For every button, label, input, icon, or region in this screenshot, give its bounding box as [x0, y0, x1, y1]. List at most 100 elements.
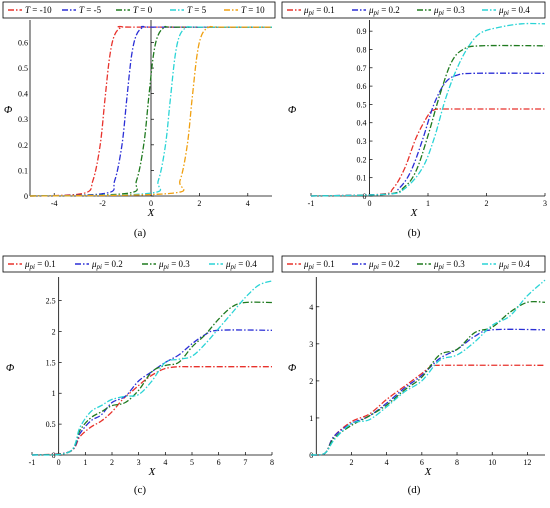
legend-entry: T = 10 [241, 5, 265, 15]
y-tick-label: 0.4 [357, 119, 367, 128]
y-tick-label: 0 [24, 192, 28, 201]
x-axis-label: X [147, 207, 156, 219]
x-tick-label: 5 [190, 458, 194, 467]
legend-entry: μpi = 0.4 [225, 259, 257, 271]
series-line [310, 300, 546, 456]
x-tick-label: -1 [308, 199, 315, 208]
y-axis-label: Φ [6, 362, 15, 374]
legend-entry: μpi = 0.2 [368, 259, 400, 271]
series-line [310, 364, 546, 456]
y-tick-label: 0.2 [357, 155, 367, 164]
x-axis-label: X [424, 466, 433, 478]
panel-caption: (a) [134, 227, 147, 239]
y-tick-label: 0.1 [18, 166, 28, 175]
x-tick-label: 7 [243, 458, 247, 467]
y-tick-label: 1.5 [46, 358, 56, 367]
y-tick-label: 2 [52, 327, 56, 336]
x-axis-label: X [410, 207, 419, 219]
legend-entry: μpi = 0.3 [158, 259, 190, 271]
series-line [29, 25, 272, 197]
series-line [310, 44, 546, 197]
legend-entry: μpi = 0.4 [498, 5, 530, 17]
x-tick-label: 1 [426, 199, 430, 208]
legend-box [281, 1, 546, 19]
x-tick-label: -1 [29, 458, 36, 467]
legend-entry: μpi = 0.3 [433, 259, 465, 271]
y-tick-label: 0.5 [46, 420, 56, 429]
legend-entry: μpi = 0.1 [24, 259, 56, 271]
x-tick-label: 4 [246, 199, 250, 208]
y-tick-label: 0.2 [18, 141, 28, 150]
x-tick-label: 0 [57, 458, 61, 467]
y-tick-label: 3 [309, 340, 313, 349]
series-line [310, 279, 546, 456]
legend-entry: μpi = 0.1 [303, 259, 335, 271]
legend-entry: μpi = 0.1 [303, 5, 335, 17]
y-tick-label: 0 [363, 192, 367, 201]
y-tick-label: 0.5 [18, 64, 28, 73]
series-line [29, 25, 272, 197]
legend-box [281, 255, 546, 273]
x-tick-label: 6 [420, 458, 424, 467]
x-tick-label: 0 [368, 199, 372, 208]
y-tick-label: 0.3 [357, 137, 367, 146]
x-tick-label: 6 [217, 458, 221, 467]
legend-entry: T = 5 [187, 5, 207, 15]
y-tick-label: 2.5 [46, 297, 56, 306]
y-tick-label: 0.8 [357, 45, 367, 54]
y-tick-label: 1 [52, 389, 56, 398]
series-line [31, 329, 273, 456]
y-tick-label: 0.4 [18, 90, 28, 99]
x-tick-label: 3 [137, 458, 141, 467]
y-tick-label: 0.6 [357, 82, 367, 91]
y-tick-label: 0.1 [357, 174, 367, 183]
legend-box [2, 1, 276, 19]
x-tick-label: -4 [51, 199, 58, 208]
x-axis-label: X [148, 466, 157, 478]
x-tick-label: 4 [385, 458, 389, 467]
y-axis-label: Φ [4, 104, 13, 116]
series-line [29, 25, 272, 197]
x-tick-label: 2 [197, 199, 201, 208]
y-tick-label: 0.5 [357, 100, 367, 109]
series-line [29, 25, 272, 197]
y-tick-label: 0.6 [18, 38, 28, 47]
series-line [31, 280, 273, 456]
y-tick-label: 1 [309, 414, 313, 423]
panel-caption: (c) [134, 484, 147, 496]
x-tick-label: 3 [543, 199, 547, 208]
y-tick-label: 4 [309, 303, 313, 312]
y-tick-label: 0.3 [18, 115, 28, 124]
chart-panel-d: μpi = 0.1 μpi = 0.2 μpi = 0.3 μpi = 0.4 2 4 6 8… [281, 255, 546, 496]
legend-box [2, 255, 274, 273]
y-tick-label: 0.7 [357, 64, 367, 73]
chart-panel-b: μpi = 0.1 μpi = 0.2 μpi = 0.3 μpi = 0.4 -1 0 1… [281, 1, 547, 239]
series-line [31, 301, 273, 456]
y-axis-label: Φ [288, 362, 297, 374]
legend-entry: μpi = 0.2 [368, 5, 400, 17]
x-tick-label: -2 [99, 199, 106, 208]
legend-entry: T = 0 [133, 5, 153, 15]
y-tick-label: 0 [52, 451, 56, 460]
x-tick-label: 0 [149, 199, 153, 208]
x-tick-label: 8 [270, 458, 274, 467]
legend-entry: μpi = 0.4 [498, 259, 530, 271]
legend-entry: T = -10 [25, 5, 52, 15]
x-tick-label: 10 [488, 458, 496, 467]
chart-panel-c: μpi = 0.1 μpi = 0.2 μpi = 0.3 μpi = 0.4 -1 0 1… [2, 255, 274, 496]
series-line [31, 365, 272, 456]
x-tick-label: 2 [110, 458, 114, 467]
series-line [310, 328, 546, 456]
series-line [310, 22, 546, 197]
y-tick-label: 0.9 [357, 27, 367, 36]
x-tick-label: 8 [455, 458, 459, 467]
x-tick-label: 1 [83, 458, 87, 467]
series-line [29, 25, 272, 197]
x-tick-label: 12 [523, 458, 531, 467]
x-tick-label: 4 [163, 458, 167, 467]
legend-entry: μpi = 0.2 [91, 259, 123, 271]
legend-entry: T = -5 [79, 5, 102, 15]
legend-entry: μpi = 0.3 [433, 5, 465, 17]
panel-caption: (d) [408, 484, 421, 496]
